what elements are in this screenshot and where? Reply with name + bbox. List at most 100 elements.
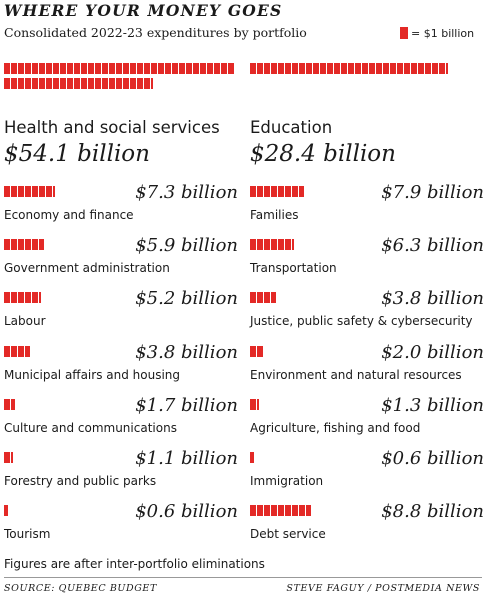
economy-and-finance-bar-unit [32, 186, 38, 197]
health-and-social-services-bar-unit [130, 63, 136, 74]
economy-and-finance-bar-unit [25, 186, 31, 197]
health-and-social-services-bar-unit [4, 63, 10, 74]
education-bar-unit [362, 63, 368, 74]
government-administration-bar-unit [18, 239, 24, 251]
education-bar-unit [397, 63, 403, 74]
health-and-social-services-bar-unit [151, 78, 153, 89]
families-bar-unit [278, 186, 284, 197]
source-credit: SOURCE: QUEBEC BUDGET [4, 583, 157, 594]
health-and-social-services-bar-unit [39, 78, 45, 89]
health-and-social-services-bar-unit [221, 63, 227, 74]
labour-bar-unit [4, 292, 10, 304]
forestry-and-public-parks-label: Forestry and public parks [4, 474, 157, 488]
education-bar-unit [418, 63, 424, 74]
families-bar-unit [250, 186, 256, 197]
justice-public-safety-cybersecurity-bar-unit [264, 292, 270, 304]
education-bar-unit [355, 63, 361, 74]
debt-service-bar-unit [285, 505, 291, 517]
transportation-bar-unit [257, 239, 263, 251]
health-and-social-services-bar-unit [67, 63, 73, 74]
education-bar-unit [313, 63, 319, 74]
health-and-social-services-bar-unit [123, 78, 129, 89]
health-and-social-services-bar-unit [95, 78, 101, 89]
health-and-social-services-bar-unit [151, 63, 157, 74]
chart-title: WHERE YOUR MONEY GOES [4, 1, 283, 20]
families-label: Families [250, 208, 299, 222]
health-and-social-services-bar-unit [109, 78, 115, 89]
municipal-affairs-and-housing-bar-unit [4, 345, 10, 357]
health-and-social-services-bar-unit [81, 78, 87, 89]
legend-swatch [400, 27, 408, 39]
economy-and-finance-bar-unit [11, 186, 17, 197]
education-bar-unit [285, 63, 291, 74]
health-and-social-services-bar-unit [67, 78, 73, 89]
families-bar-unit [292, 186, 298, 197]
debt-service-bar-unit [250, 505, 256, 517]
government-administration-bar-unit [32, 239, 38, 251]
health-and-social-services-value: $54.1 billion [4, 141, 150, 167]
health-and-social-services-bar-unit [95, 63, 101, 74]
justice-public-safety-cybersecurity-bar-unit [271, 292, 276, 304]
labour-bar-unit [11, 292, 17, 304]
footer-divider [4, 577, 482, 578]
health-and-social-services-bar-unit [32, 63, 38, 74]
health-and-social-services-bar-unit [53, 78, 59, 89]
author-credit: STEVE FAGUY / POSTMEDIA NEWS [286, 583, 480, 594]
immigration-value: $0.6 billion [381, 448, 484, 469]
government-administration-label: Government administration [4, 261, 170, 276]
justice-public-safety-cybersecurity-bar-unit [257, 292, 263, 304]
health-and-social-services-bar-unit [214, 63, 220, 74]
health-and-social-services-bar-unit [130, 78, 136, 89]
debt-service-bar-unit [278, 505, 284, 517]
health-and-social-services-bar-unit [74, 78, 80, 89]
education-bar-unit [334, 63, 340, 74]
debt-service-bar-unit [257, 505, 263, 517]
tourism-label: Tourism [4, 527, 51, 542]
debt-service-bar-unit [264, 505, 270, 517]
education-bar-unit [306, 63, 312, 74]
government-administration-value: $5.9 billion [135, 235, 238, 257]
justice-public-safety-cybersecurity-bar-unit [250, 292, 256, 304]
education-bar-unit [348, 63, 354, 74]
culture-and-communications-label: Culture and communications [4, 420, 177, 435]
health-and-social-services-label: Health and social services [4, 118, 220, 137]
education-bar-unit [390, 63, 396, 74]
legend-label: = $1 billion [411, 26, 475, 40]
health-and-social-services-bar-unit [18, 78, 24, 89]
health-and-social-services-bar-unit [228, 63, 234, 74]
justice-public-safety-cybersecurity-label: Justice, public safety & cybersecurity [250, 314, 473, 329]
education-bar-unit [383, 63, 389, 74]
government-administration-bar-unit [25, 239, 31, 251]
labour-value: $5.2 billion [135, 288, 238, 310]
transportation-bar-unit [292, 239, 294, 251]
debt-service-value: $8.8 billion [381, 501, 484, 523]
environment-and-natural-resources-value: $2.0 billion [381, 341, 484, 363]
agriculture-fishing-and-food-label: Agriculture, fishing and food [250, 420, 421, 435]
education-bar-unit [411, 63, 417, 74]
health-and-social-services-bar-unit [123, 63, 129, 74]
health-and-social-services-bar-unit [39, 63, 45, 74]
immigration-label: Immigration [250, 474, 324, 488]
transportation-label: Transportation [250, 261, 337, 276]
education-bar-unit [327, 63, 333, 74]
labour-bar-unit [18, 292, 24, 304]
forestry-and-public-parks-bar-unit [4, 452, 10, 463]
health-and-social-services-bar-unit [102, 78, 108, 89]
education-bar-unit [404, 63, 410, 74]
health-and-social-services-bar-unit [18, 63, 24, 74]
families-bar-unit [264, 186, 270, 197]
culture-and-communications-bar-unit [4, 398, 10, 410]
education-bar-unit [264, 63, 270, 74]
health-and-social-services-bar-unit [46, 63, 52, 74]
debt-service-bar-unit [306, 505, 311, 517]
health-and-social-services-bar-unit [25, 63, 31, 74]
health-and-social-services-bar-unit [4, 78, 10, 89]
municipal-affairs-and-housing-bar-unit [11, 345, 17, 357]
environment-and-natural-resources-label: Environment and natural resources [250, 367, 462, 382]
labour-bar-unit [39, 292, 41, 304]
education-bar-unit [369, 63, 375, 74]
municipal-affairs-and-housing-bar-unit [25, 345, 30, 357]
tourism-value: $0.6 billion [135, 501, 238, 523]
footnote: Figures are after inter-portfolio elimin… [4, 557, 265, 571]
government-administration-bar-unit [39, 239, 45, 251]
